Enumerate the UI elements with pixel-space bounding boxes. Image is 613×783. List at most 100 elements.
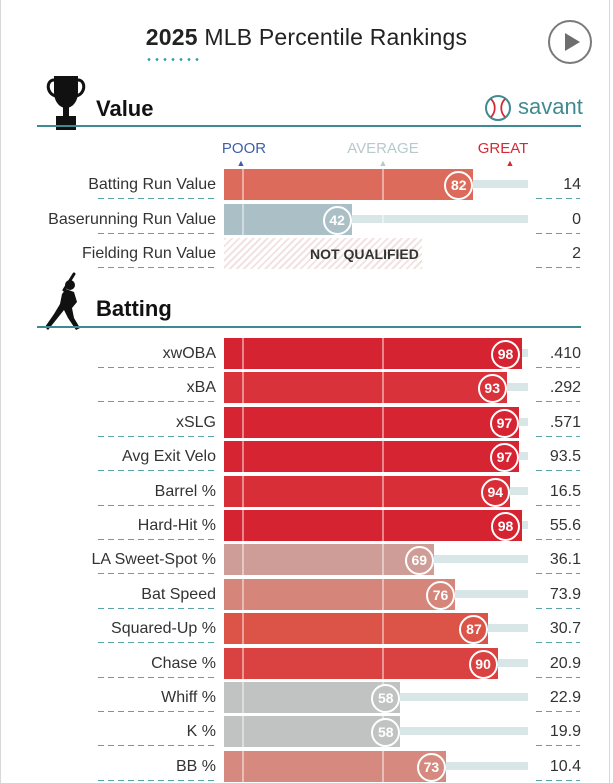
percentile-bar: [224, 441, 519, 473]
trophy-icon: [46, 76, 86, 130]
percentile-circle[interactable]: 98: [491, 512, 520, 541]
row-value-dashes: [536, 367, 580, 368]
row-label: K %: [186, 723, 216, 741]
grid-line-poor: [242, 441, 245, 473]
grid-line-poor: [242, 578, 245, 610]
scale-label-poor: POOR: [221, 140, 267, 157]
grid-line-poor: [242, 406, 245, 438]
row-value-dashes: [536, 745, 580, 747]
grid-line-average: [382, 441, 385, 473]
row-value: 30.7: [549, 620, 581, 638]
row-value: 55.6: [549, 517, 581, 534]
row-label: xSLG: [175, 413, 216, 431]
row-value: 2: [572, 245, 581, 262]
scale-arrow-poor: ▲: [236, 158, 246, 168]
scale-label-average: AVERAGE: [347, 140, 419, 157]
row-label-dashes: [98, 711, 216, 712]
chart-row: xSLG 97 .571: [0, 406, 613, 440]
section-title-value: Value: [96, 96, 154, 121]
chart-row: Bat Speed 76 73.9: [0, 578, 613, 612]
percentile-circle[interactable]: 97: [489, 443, 519, 473]
percentile-circle[interactable]: 82: [444, 171, 474, 200]
percentile-bar: [224, 372, 507, 404]
title-underline: [145, 58, 201, 61]
row-value-dashes: [536, 435, 580, 437]
grid-line-average: [382, 544, 385, 576]
row-label: LA Sweet-Spot %: [91, 551, 216, 569]
row-value: 20.9: [549, 654, 581, 672]
percentile-circle[interactable]: 76: [426, 580, 456, 610]
percentile-circle[interactable]: 69: [404, 546, 434, 576]
row-label-dashes: [98, 676, 216, 678]
grid-line-average: [382, 647, 385, 679]
chart-row: Barrel % 94 16.5: [0, 475, 613, 509]
row-label-dashes: [98, 470, 216, 472]
percentile-circle[interactable]: 90: [468, 649, 498, 679]
percentile-circle[interactable]: 58: [371, 718, 401, 748]
grid-line-average: [382, 510, 385, 541]
percentile-bar: [224, 475, 510, 507]
percentile-circle[interactable]: 93: [477, 374, 507, 404]
percentile-bar: [224, 682, 401, 713]
row-value-dashes: [536, 504, 580, 506]
batter-icon: [45, 272, 80, 330]
grid-line-average: [382, 578, 385, 610]
row-label-dashes: [98, 401, 216, 403]
row-value: 93.5: [549, 448, 581, 466]
row-value-dashes: [536, 711, 580, 712]
grid-line-poor: [242, 510, 245, 541]
row-label: Bat Speed: [141, 585, 216, 603]
row-value-dashes: [536, 232, 580, 234]
section-title-batting: Batting: [96, 296, 172, 321]
grid-line-poor: [242, 716, 245, 748]
row-label-dashes: [98, 607, 216, 609]
grid-line-average: [382, 169, 385, 200]
chart-row: Batting Run Value 82 14: [0, 168, 613, 202]
row-value-dashes: [536, 642, 580, 644]
grid-line-poor: [242, 613, 245, 645]
row-value-dashes: [536, 470, 580, 472]
row-value-dashes: [536, 573, 580, 575]
chart-row: BB % 73 10.4: [0, 750, 613, 783]
grid-line-poor: [242, 203, 245, 235]
chart-row: LA Sweet-Spot % 69 36.1: [0, 543, 613, 577]
row-label: Squared-Up %: [111, 620, 216, 638]
percentile-bar: [224, 510, 522, 541]
percentile-circle[interactable]: 97: [489, 408, 519, 438]
percentile-circle[interactable]: 98: [491, 340, 520, 369]
percentile-bar: [224, 406, 519, 438]
baseball-icon: [485, 95, 511, 121]
grid-line-poor: [242, 372, 245, 404]
chart-row: Fielding Run Value NOT QUALIFIED 2: [0, 237, 613, 271]
row-value: 10.4: [549, 757, 581, 775]
row-value: 36.1: [549, 551, 581, 569]
title-text: MLB Percentile Rankings: [204, 24, 468, 50]
row-value: .292: [549, 379, 581, 397]
percentile-bar: [224, 647, 498, 679]
chart-row: Squared-Up % 87 30.7: [0, 612, 613, 646]
percentile-circle[interactable]: 58: [371, 684, 401, 713]
row-value: 73.9: [549, 585, 581, 603]
row-label: Barrel %: [154, 482, 216, 500]
page-title: 2025 MLB Percentile Rankings: [0, 24, 613, 51]
percentile-circle[interactable]: 87: [459, 615, 489, 645]
chart-row: Avg Exit Velo 97 93.5: [0, 440, 613, 474]
grid-line-poor: [242, 169, 245, 200]
grid-line-poor: [242, 338, 245, 369]
percentile-bar: [224, 578, 456, 610]
percentile-bar: [224, 338, 522, 369]
grid-line-average: [382, 338, 385, 369]
percentile-circle[interactable]: 42: [322, 205, 352, 235]
percentile-circle[interactable]: 94: [480, 477, 510, 507]
row-value: 22.9: [549, 689, 581, 706]
savant-label: savant: [518, 94, 583, 119]
row-label: Whiff %: [161, 689, 216, 706]
grid-line-poor: [242, 647, 245, 679]
play-button[interactable]: [548, 20, 592, 64]
grid-line-average: [382, 613, 385, 645]
percentile-circle[interactable]: 73: [416, 752, 446, 782]
row-value-dashes: [536, 198, 580, 199]
not-qualified-bar: [224, 238, 422, 269]
play-icon: [565, 33, 580, 51]
